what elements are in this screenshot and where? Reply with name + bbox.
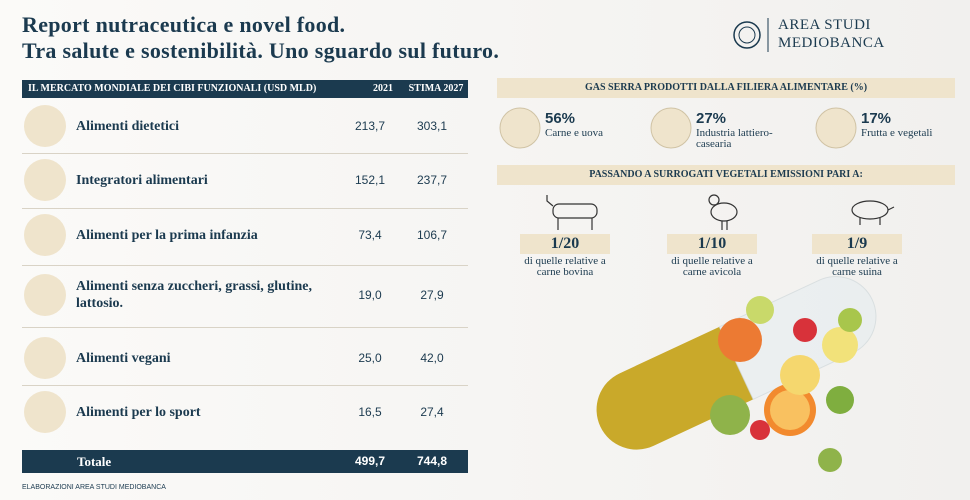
total-value: 499,7 xyxy=(354,454,386,468)
section-title: PASSANDO A SURROGATI VEGETALI EMISSIONI … xyxy=(497,165,955,185)
title-line: Tra salute e sostenibilità. Uno sguardo … xyxy=(22,38,500,63)
title-line: Report nutraceutica e novel food. xyxy=(22,12,346,37)
total-label: Totale xyxy=(77,454,112,469)
row-icon xyxy=(24,391,66,433)
section-title: GAS SERRA PRODOTTI DALLA FILIERA ALIMENT… xyxy=(497,78,955,98)
column-header: STIMA 2027 xyxy=(408,83,464,94)
row-label: Alimenti senza zuccheri, grassi, glutine… xyxy=(76,279,313,311)
row-value: 27,9 xyxy=(420,288,444,302)
row-separator xyxy=(22,207,468,209)
ratio: 1/20 xyxy=(520,234,610,254)
row-value: 303,1 xyxy=(416,119,448,133)
logo: AREA STUDI MEDIOBANCA xyxy=(778,16,885,52)
row-separator xyxy=(22,265,468,266)
row-icon xyxy=(24,274,66,316)
row-icon xyxy=(24,214,66,256)
row-value: 213,7 xyxy=(354,119,386,133)
row-value: 106,7 xyxy=(416,228,448,242)
row-value: 152,1 xyxy=(354,173,386,187)
row-separator xyxy=(22,153,468,154)
percent: 27% xyxy=(696,110,727,127)
row-value: 19,0 xyxy=(358,288,382,302)
ratio: 1/10 xyxy=(667,234,757,254)
row-value: 16,5 xyxy=(358,405,382,419)
percent: 17% xyxy=(861,110,892,127)
total-value: 744,8 xyxy=(416,454,448,468)
row-separator xyxy=(22,385,468,386)
row-value: 25,0 xyxy=(358,351,382,365)
total-row: Totale 499,7 744,8 xyxy=(22,450,468,473)
row-label: Integratori alimentari xyxy=(76,172,208,188)
percent: 56% xyxy=(545,110,576,127)
row-label: Alimenti per lo sport xyxy=(76,404,201,420)
row-separator xyxy=(22,326,468,328)
ratio-label: di quelle relative a carne avicola xyxy=(671,255,753,278)
percent-label: Frutta e vegetali xyxy=(861,127,933,139)
row-label: Alimenti dietetici xyxy=(76,118,180,134)
ratio-label: di quelle relative a carne bovina xyxy=(524,255,606,278)
row-icon xyxy=(24,337,66,379)
row-icon xyxy=(24,105,66,147)
row-label: Alimenti vegani xyxy=(76,350,171,366)
row-value: 42,0 xyxy=(420,351,444,365)
percent-label: Carne e uova xyxy=(545,127,604,139)
row-value: 27,4 xyxy=(420,405,444,419)
ratio: 1/9 xyxy=(812,234,902,254)
row-value: 237,7 xyxy=(416,173,448,187)
logo-line: MEDIOBANCA xyxy=(778,35,885,51)
footer: ELABORAZIONI AREA STUDI MEDIOBANCA xyxy=(22,484,166,491)
ratio-label: di quelle relative a carne suina xyxy=(816,255,898,278)
column-header: IL MERCATO MONDIALE DEI CIBI FUNZIONALI … xyxy=(28,83,317,94)
percent-label: Industria lattiero-casearia xyxy=(696,127,773,150)
column-header: 2021 xyxy=(373,83,393,94)
row-icon xyxy=(24,159,66,201)
table-header: IL MERCATO MONDIALE DEI CIBI FUNZIONALI … xyxy=(22,80,468,98)
row-label: Alimenti per la prima infanzia xyxy=(76,227,258,243)
row-value: 73,4 xyxy=(358,228,382,242)
logo-line: AREA STUDI xyxy=(778,17,871,33)
